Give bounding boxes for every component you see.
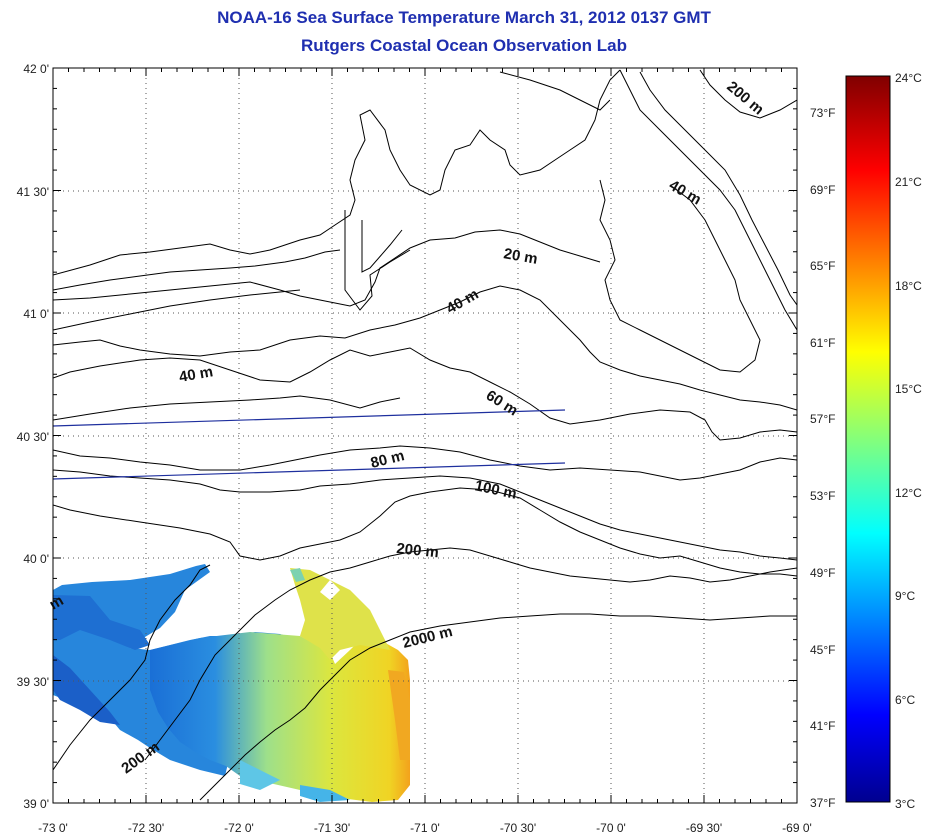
lon-label: -71 30'	[314, 821, 350, 835]
lon-label: -69 30'	[686, 821, 722, 835]
graticule	[53, 68, 797, 803]
contour-label: 200 m	[723, 78, 767, 118]
contour-label: 60 m	[483, 387, 521, 420]
sst-data	[53, 564, 410, 802]
fahrenheit-label: 65°F	[810, 259, 835, 273]
lon-label: -71 0'	[410, 821, 440, 835]
celsius-label: 24°C	[895, 71, 922, 85]
contour-label: 40 m	[444, 286, 482, 318]
lat-label: 41 0'	[23, 307, 49, 321]
contour-label: 40 m	[178, 363, 215, 386]
sst-edge-patch	[388, 670, 410, 760]
fahrenheit-label: 53°F	[810, 489, 835, 503]
fahrenheit-labels: 73°F 69°F 65°F 61°F 57°F 53°F 49°F 45°F …	[810, 106, 835, 810]
fahrenheit-label: 61°F	[810, 336, 835, 350]
contour-label: 100 m	[473, 477, 518, 502]
fahrenheit-label: 49°F	[810, 566, 835, 580]
contour-labels: 20 m 40 m 40 m 40 m 60 m 80 m 100 m 200 …	[47, 78, 767, 777]
map-title: NOAA-16 Sea Surface Temperature March 31…	[217, 8, 711, 27]
lat-label: 39 0'	[23, 797, 49, 811]
celsius-label: 15°C	[895, 382, 922, 396]
fahrenheit-label: 41°F	[810, 719, 835, 733]
contour-label: 20 m	[502, 245, 539, 268]
contour-label: 200 m	[396, 540, 440, 561]
map-ticks	[52, 67, 798, 804]
lat-label: 39 30'	[17, 675, 49, 689]
lat-label: 40 0'	[23, 552, 49, 566]
fahrenheit-label: 73°F	[810, 106, 835, 120]
celsius-label: 3°C	[895, 797, 915, 811]
celsius-label: 12°C	[895, 486, 922, 500]
fahrenheit-label: 45°F	[810, 643, 835, 657]
lon-label: -70 30'	[500, 821, 536, 835]
colorbar	[845, 75, 891, 803]
celsius-label: 18°C	[895, 279, 922, 293]
lat-label: 42 0'	[23, 62, 49, 76]
fahrenheit-label: 69°F	[810, 183, 835, 197]
sst-warm-patch	[150, 632, 410, 802]
fahrenheit-label: 57°F	[810, 412, 835, 426]
sst-north-patch	[290, 568, 390, 660]
fahrenheit-label: 37°F	[810, 796, 835, 810]
coastline	[53, 69, 797, 801]
contour-label: 40 m	[666, 177, 704, 209]
lon-label: -73 0'	[38, 821, 68, 835]
lon-label: -72 30'	[128, 821, 164, 835]
lat-label: 40 30'	[17, 430, 49, 444]
lon-label: -69 0'	[782, 821, 812, 835]
lon-label: -72 0'	[224, 821, 254, 835]
lat-label: 41 30'	[17, 185, 49, 199]
contour-label: 200 m	[118, 738, 162, 777]
lon-label: -70 0'	[596, 821, 626, 835]
celsius-label: 21°C	[895, 175, 922, 189]
celsius-label: 9°C	[895, 589, 915, 603]
longitude-labels: -73 0' -72 30' -72 0' -71 30' -71 0' -70…	[38, 821, 812, 835]
contour-label: 2000 m	[401, 623, 454, 652]
latitude-labels: 42 0' 41 30' 41 0' 40 30' 40 0' 39 30' 3…	[17, 62, 49, 811]
celsius-label: 6°C	[895, 693, 915, 707]
map-subtitle: Rutgers Coastal Ocean Observation Lab	[301, 36, 627, 55]
celsius-labels: 24°C 21°C 18°C 15°C 12°C 9°C 6°C 3°C	[895, 71, 922, 811]
ship-tracks	[52, 409, 566, 480]
